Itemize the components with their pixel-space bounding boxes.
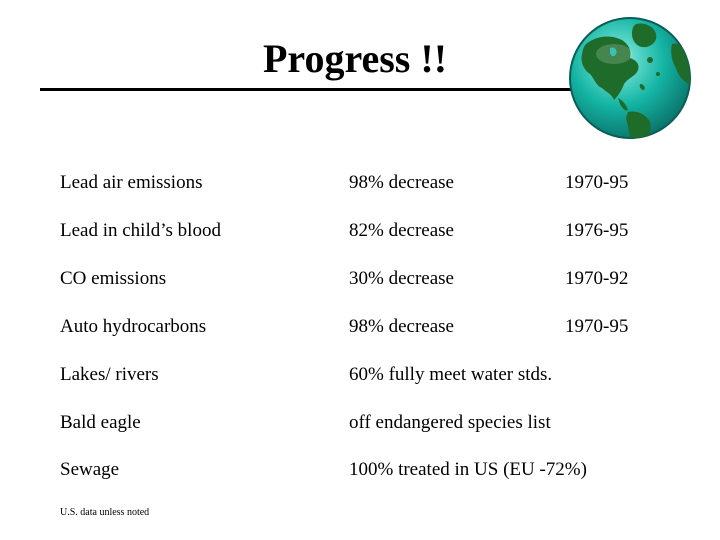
item-label: Lead air emissions <box>60 172 203 193</box>
table-row: Bald eagle off endangered species list <box>0 408 720 438</box>
table-row: Lead in child’s blood 82% decrease 1976-… <box>0 216 720 246</box>
period-value: 1970-92 <box>565 268 629 289</box>
result-value: 60% fully meet water stds. <box>349 364 553 385</box>
item-label: Lead in child’s blood <box>60 220 221 241</box>
result-value: off endangered species list <box>349 412 551 433</box>
item-label: Sewage <box>60 459 120 480</box>
title-underline <box>40 88 574 91</box>
table-row: Auto hydrocarbons 98% decrease 1970-95 <box>0 312 720 342</box>
item-label: Bald eagle <box>60 412 141 433</box>
item-label: Auto hydrocarbons <box>60 316 207 337</box>
item-label: CO emissions <box>60 268 167 289</box>
globe-icon <box>569 17 691 139</box>
result-value: 98% decrease <box>349 172 454 193</box>
result-value: 98% decrease <box>349 316 454 337</box>
period-value: 1970-95 <box>565 316 629 337</box>
result-value: 82% decrease <box>349 220 454 241</box>
period-value: 1970-95 <box>565 172 629 193</box>
footnote: U.S. data unless noted <box>60 507 150 518</box>
period-value: 1976-95 <box>565 220 629 241</box>
result-value: 100% treated in US (EU -72%) <box>349 459 587 480</box>
table-row: Sewage 100% treated in US (EU -72%) <box>0 455 720 485</box>
table-row: Lead air emissions 98% decrease 1970-95 <box>0 168 720 198</box>
table-row: Lakes/ rivers 60% fully meet water stds. <box>0 360 720 390</box>
item-label: Lakes/ rivers <box>60 364 159 385</box>
result-value: 30% decrease <box>349 268 454 289</box>
page-title: Progress !! <box>262 36 448 81</box>
table-row: CO emissions 30% decrease 1970-92 <box>0 264 720 294</box>
